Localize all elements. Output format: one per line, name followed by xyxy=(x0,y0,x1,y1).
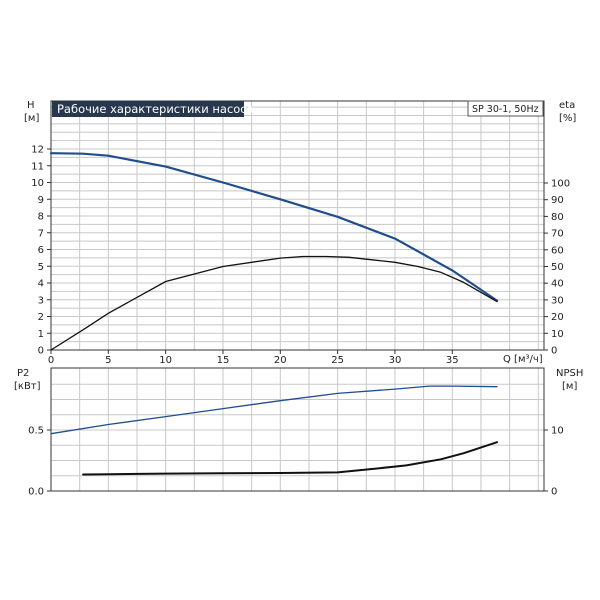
bottom-series xyxy=(50,385,498,476)
y2-left-axis-label: P2 xyxy=(17,368,29,379)
bottom-ticks: 0.0 0.5 0 10 xyxy=(28,426,564,498)
y-right-tick-label: 10 xyxy=(551,329,564,340)
top-ticks: 0 5 10 15 20 25 30 3501234567891011120102030405… xyxy=(31,145,570,367)
y2-right-axis-label: NPSH xyxy=(556,368,583,379)
y-right-tick-label: 60 xyxy=(551,245,564,256)
pump-model-badge: SP 30-1, 50Hz xyxy=(472,104,539,115)
y-left-tick-label: 3 xyxy=(38,295,44,306)
y-right-tick-label: 50 xyxy=(551,262,564,273)
power-curve xyxy=(50,385,498,435)
x-tick-label: 0 xyxy=(48,355,54,366)
pump-model-badge-box xyxy=(467,100,544,117)
y-right-tick-label: 40 xyxy=(551,279,564,290)
y2-left-axis-unit: [кВт] xyxy=(14,381,41,392)
y-left-tick-label: 7 xyxy=(38,228,44,239)
x-tick-label: 10 xyxy=(159,355,172,366)
npsh-curve xyxy=(82,441,498,476)
y-left-tick-label: 1 xyxy=(38,329,44,340)
y-left-tick-label: 10 xyxy=(31,178,44,189)
y2-right-tick-label: 10 xyxy=(551,426,564,437)
y2-left-tick-label: 0.0 xyxy=(28,487,44,498)
y-right-axis-unit: [%] xyxy=(559,113,576,124)
y-left-axis-label: H xyxy=(27,100,35,111)
y-right-tick-label: 100 xyxy=(551,179,570,190)
x-tick-label: 5 xyxy=(105,355,111,366)
y-left-tick-label: 8 xyxy=(38,212,44,223)
x-axis-label: Q [м³/ч] xyxy=(503,354,543,365)
y-left-tick-label: 5 xyxy=(38,262,44,273)
x-tick-label: 30 xyxy=(389,355,402,366)
top-series xyxy=(49,152,499,351)
title-box xyxy=(52,101,244,117)
top-panel: Рабочие характеристики насоса SP 30-1, 5… xyxy=(24,100,576,366)
y-right-tick-label: 20 xyxy=(551,312,564,323)
y-left-axis-unit: [м] xyxy=(24,113,39,124)
y-left-tick-label: 0 xyxy=(38,346,44,357)
head-curve xyxy=(49,152,499,302)
x-tick-label: 35 xyxy=(446,355,459,366)
y2-right-axis-unit: [м] xyxy=(562,381,577,392)
top-grid xyxy=(51,101,544,350)
x-tick-label: 25 xyxy=(331,355,344,366)
y-right-tick-label: 90 xyxy=(551,195,564,206)
y2-right-tick-label: 0 xyxy=(551,487,557,498)
y-left-tick-label: 11 xyxy=(31,161,44,172)
y-left-tick-label: 9 xyxy=(38,195,44,206)
bottom-grid xyxy=(51,368,544,491)
top-plot-frame xyxy=(50,100,545,351)
y-left-tick-label: 4 xyxy=(38,279,44,290)
x-tick-label: 20 xyxy=(274,355,287,366)
y-right-tick-label: 80 xyxy=(551,212,564,223)
y-right-tick-label: 30 xyxy=(551,295,564,306)
efficiency-curve xyxy=(50,255,498,351)
y-left-tick-label: 12 xyxy=(31,145,44,156)
y-left-tick-label: 6 xyxy=(38,245,44,256)
chart-title: Рабочие характеристики насоса xyxy=(57,102,254,116)
y-left-tick-label: 2 xyxy=(38,312,44,323)
y2-left-tick-label: 0.5 xyxy=(28,426,44,437)
y-right-axis-label: eta xyxy=(559,100,575,111)
y-right-tick-label: 0 xyxy=(551,346,557,357)
y-right-tick-label: 70 xyxy=(551,229,564,240)
x-tick-label: 15 xyxy=(217,355,230,366)
bottom-panel: P2 [кВт] NPSH [м] 0.0 0.5 0 10 xyxy=(14,367,583,498)
